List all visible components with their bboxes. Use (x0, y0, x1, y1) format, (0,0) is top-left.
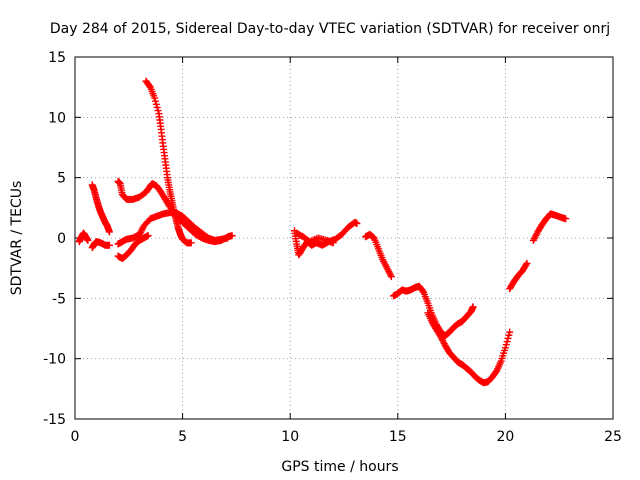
series-arc-1 (75, 229, 92, 246)
series-arc-7 (142, 77, 195, 247)
x-tick-labels: 0 5 10 15 20 25 (71, 429, 622, 445)
data-points (75, 77, 570, 387)
y-tick-label: -15 (43, 412, 66, 428)
data-point (144, 232, 152, 240)
data-point (187, 239, 195, 247)
series-arc-5 (114, 232, 152, 263)
data-point (562, 215, 570, 223)
series-arc-3 (88, 238, 113, 252)
y-tick-label: 10 (48, 110, 66, 126)
x-tick-label: 5 (178, 429, 187, 445)
y-tick-label: -10 (43, 352, 66, 368)
chart-title: Day 284 of 2015, Sidereal Day-to-day VTE… (50, 21, 610, 37)
data-point (105, 228, 113, 236)
data-point (151, 94, 159, 102)
data-point (522, 261, 530, 269)
data-point (153, 103, 161, 111)
series-arc-13 (506, 259, 531, 293)
plot-frame (74, 56, 614, 420)
x-tick-label: 0 (71, 429, 80, 445)
y-tick-labels: -15 -10 -5 0 5 10 15 (43, 50, 66, 428)
data-point (504, 334, 512, 342)
data-point (228, 232, 236, 240)
data-point (506, 328, 514, 336)
series-arc-9 (293, 229, 337, 247)
y-tick-label: -5 (52, 291, 66, 307)
y-tick-label: 5 (57, 171, 66, 187)
data-point (105, 241, 113, 249)
x-axis-label: GPS time / hours (281, 459, 398, 475)
data-point (224, 234, 232, 242)
y-tick-label: 0 (57, 231, 66, 247)
data-point (469, 303, 477, 311)
data-point (523, 259, 531, 267)
data-point (502, 341, 510, 349)
series-arc-14 (529, 210, 570, 244)
y-tick-label: 15 (48, 50, 66, 66)
data-point (84, 236, 92, 244)
series-arc-11 (389, 282, 477, 340)
data-point (152, 100, 160, 108)
x-tick-label: 15 (389, 429, 407, 445)
x-tick-label: 25 (604, 429, 622, 445)
data-point (505, 331, 513, 339)
grid (75, 57, 613, 419)
series-arc-12 (424, 309, 514, 387)
data-point (329, 239, 337, 247)
data-point (503, 338, 511, 346)
data-point (501, 344, 509, 352)
y-axis-label: SDTVAR / TECUs (9, 181, 25, 296)
data-point (387, 273, 395, 281)
x-tick-label: 20 (496, 429, 514, 445)
x-tick-label: 10 (281, 429, 299, 445)
series-arc-2 (88, 181, 113, 236)
data-point (353, 220, 361, 228)
series-arc-10 (362, 230, 395, 281)
data-point (154, 107, 162, 115)
data-point (151, 97, 159, 105)
